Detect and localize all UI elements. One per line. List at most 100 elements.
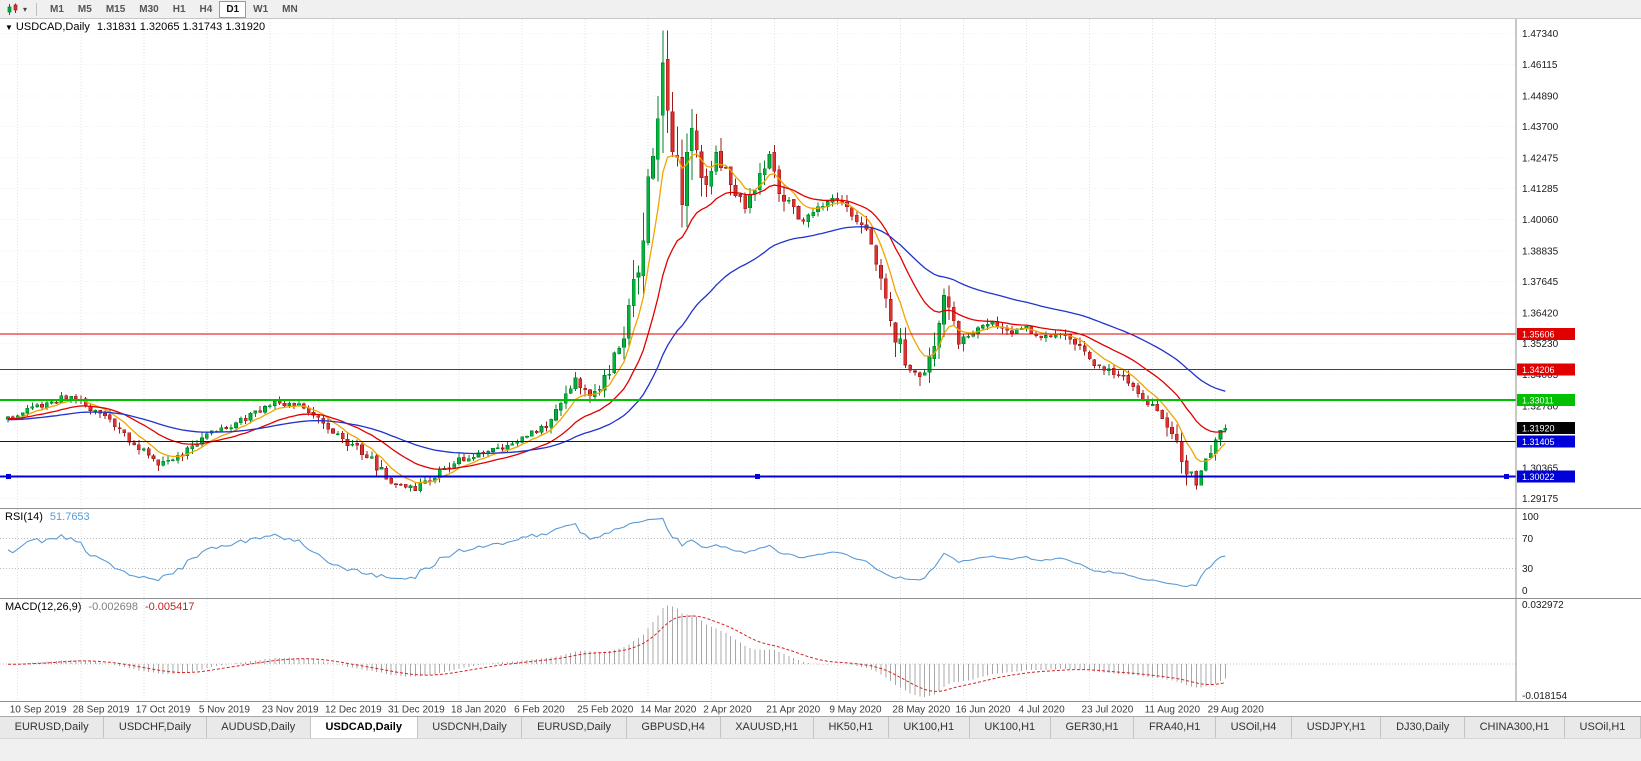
timeframe-group: M1 M5 M15 M30 H1 H4 D1 W1 MN xyxy=(43,0,305,18)
chart-tab-usdcad-daily[interactable]: USDCAD,Daily xyxy=(310,717,418,738)
time-label-7: 31 Dec 2019 xyxy=(388,705,445,716)
svg-text:-0.018154: -0.018154 xyxy=(1522,691,1567,701)
chevron-down-icon[interactable]: ▾ xyxy=(23,4,28,14)
time-label-18: 23 Jul 2020 xyxy=(1082,705,1134,716)
timeframe-h1-button[interactable]: H1 xyxy=(172,3,186,15)
current-price-badge: 1.31920 xyxy=(1517,422,1575,435)
chart-tab-eurusd-daily[interactable]: EURUSD,Daily xyxy=(522,717,627,738)
candlestick-chart-icon[interactable] xyxy=(6,3,21,16)
svg-text:0: 0 xyxy=(1522,586,1528,597)
svg-text:1.34206: 1.34206 xyxy=(1522,365,1555,375)
time-label-1: 10 Sep 2019 xyxy=(10,705,67,716)
time-label-13: 21 Apr 2020 xyxy=(766,705,820,716)
svg-text:1.35606: 1.35606 xyxy=(1522,329,1555,339)
chart-tab-china300-h1[interactable]: CHINA300,H1 xyxy=(1465,717,1565,738)
svg-text:1.46115: 1.46115 xyxy=(1522,60,1558,71)
ma-mid-line xyxy=(8,184,1226,470)
status-bar xyxy=(0,738,1641,761)
svg-text:1.47340: 1.47340 xyxy=(1522,29,1559,40)
macd-label: MACD(12,26,9) xyxy=(5,601,82,613)
rsi-panel[interactable]: RSI(14) 51.7653 100 70 30 0 xyxy=(0,508,1641,598)
timeframe-m1-button[interactable]: M1 xyxy=(50,3,64,15)
svg-text:1.41285: 1.41285 xyxy=(1522,184,1559,195)
price-line-badge-1.34206: 1.34206 xyxy=(1517,363,1575,376)
time-label-10: 25 Feb 2020 xyxy=(577,705,634,716)
time-label-19: 11 Aug 2020 xyxy=(1145,705,1201,716)
timeframe-h4-button[interactable]: H4 xyxy=(199,3,213,15)
svg-text:1.40060: 1.40060 xyxy=(1522,215,1559,226)
macd-header: MACD(12,26,9) -0.002698 -0.005417 xyxy=(5,601,195,613)
price-chart-canvas[interactable]: 1.47340 1.46115 1.44890 1.43700 1.42475 1.412… xyxy=(0,19,1641,508)
time-label-9: 6 Feb 2020 xyxy=(514,705,565,716)
rsi-header: RSI(14) 51.7653 xyxy=(5,511,90,523)
svg-text:1.31920: 1.31920 xyxy=(1522,424,1555,434)
chart-tab-dj30-daily[interactable]: DJ30,Daily xyxy=(1381,717,1465,738)
time-axis-canvas[interactable]: 10 Sep 2019 28 Sep 2019 17 Oct 2019 5 Nov 2… xyxy=(0,702,1641,716)
timeframe-mn-button[interactable]: MN xyxy=(282,3,298,15)
timeframe-d1-button[interactable]: D1 xyxy=(219,0,247,18)
time-label-11: 14 Mar 2020 xyxy=(640,705,697,716)
svg-text:1.36420: 1.36420 xyxy=(1522,308,1559,319)
price-line-badge-1.31405: 1.31405 xyxy=(1517,435,1575,448)
chart-tab-ger30-h1[interactable]: GER30,H1 xyxy=(1051,717,1135,738)
timeframe-m5-button[interactable]: M5 xyxy=(77,3,92,15)
candles-layer xyxy=(6,30,1228,493)
rsi-canvas[interactable]: 100 70 30 0 xyxy=(0,509,1641,598)
time-label-20: 29 Aug 2020 xyxy=(1208,705,1265,716)
chart-tab-eurusd-daily[interactable]: EURUSD,Daily xyxy=(0,717,105,738)
chart-title-bar: ▼ USDCAD,Daily 1.31831 1.32065 1.31743 1.3… xyxy=(5,21,265,33)
price-panel[interactable]: ▼ USDCAD,Daily 1.31831 1.32065 1.31743 1.3… xyxy=(0,19,1641,508)
price-line-badge-1.30022: 1.30022 xyxy=(1517,470,1575,483)
chart-tab-xauusd-h1[interactable]: XAUUSD,H1 xyxy=(721,717,814,738)
svg-text:30: 30 xyxy=(1522,564,1534,575)
grid-layer xyxy=(0,19,1516,508)
chart-tab-hk50-h1[interactable]: HK50,H1 xyxy=(814,717,889,738)
svg-text:1.34005: 1.34005 xyxy=(1522,370,1559,381)
price-line-badge-1.33011: 1.33011 xyxy=(1517,394,1575,407)
macd-panel[interactable]: MACD(12,26,9) -0.002698 -0.005417 0.032972… xyxy=(0,598,1641,701)
time-label-14: 9 May 2020 xyxy=(829,705,882,716)
ma-slow-line xyxy=(7,226,1226,455)
time-label-15: 28 May 2020 xyxy=(892,705,950,716)
svg-text:1.29175: 1.29175 xyxy=(1522,494,1559,505)
svg-text:0.032972: 0.032972 xyxy=(1522,600,1564,611)
macd-canvas[interactable]: 0.032972 -0.018154 xyxy=(0,599,1641,701)
time-label-6: 12 Dec 2019 xyxy=(325,705,382,716)
price-line-badge-1.35606: 1.35606 xyxy=(1517,327,1575,340)
macd-grid-layer xyxy=(0,599,1516,701)
time-label-5: 23 Nov 2019 xyxy=(262,705,319,716)
svg-text:1.31405: 1.31405 xyxy=(1522,437,1555,447)
timeframe-w1-button[interactable]: W1 xyxy=(253,3,269,15)
macd-value-main: -0.002698 xyxy=(88,601,138,613)
top-toolbar: ▾ M1 M5 M15 M30 H1 H4 D1 W1 MN xyxy=(0,0,1641,19)
chart-window: ▼ USDCAD,Daily 1.31831 1.32065 1.31743 1.3… xyxy=(0,19,1641,716)
chart-ohlc-values: 1.31831 1.32065 1.31743 1.31920 xyxy=(96,21,266,33)
time-label-2: 28 Sep 2019 xyxy=(73,705,130,716)
chart-tab-uk100-h1[interactable]: UK100,H1 xyxy=(970,717,1051,738)
chart-tab-usoil-h4[interactable]: USOil,H4 xyxy=(1216,717,1293,738)
timeframe-m30-button[interactable]: M30 xyxy=(139,3,159,15)
chart-tab-gbpusd-h4[interactable]: GBPUSD,H4 xyxy=(627,717,721,738)
time-labels: 10 Sep 2019 28 Sep 2019 17 Oct 2019 5 Nov 2… xyxy=(10,705,1265,716)
macd-value-signal: -0.005417 xyxy=(144,601,195,613)
timeframe-m15-button[interactable]: M15 xyxy=(105,3,126,15)
chart-tab-audusd-daily[interactable]: AUDUSD,Daily xyxy=(207,717,311,738)
chart-tab-usoil-h1[interactable]: USOil,H1 xyxy=(1565,717,1641,738)
rsi-line xyxy=(7,517,1226,588)
time-label-17: 4 Jul 2020 xyxy=(1019,705,1066,716)
time-label-8: 18 Jan 2020 xyxy=(451,705,506,716)
time-label-16: 16 Jun 2020 xyxy=(955,705,1010,716)
chart-tab-fra40-h1[interactable]: FRA40,H1 xyxy=(1134,717,1216,738)
horizontal-lines-layer xyxy=(0,333,1516,480)
rsi-grid-layer xyxy=(0,509,1516,598)
chart-tab-usdcnh-daily[interactable]: USDCNH,Daily xyxy=(418,717,523,738)
toolbar-separator xyxy=(36,2,38,16)
chart-tab-uk100-h1[interactable]: UK100,H1 xyxy=(889,717,970,738)
svg-text:1.43700: 1.43700 xyxy=(1522,122,1559,133)
time-label-4: 5 Nov 2019 xyxy=(199,705,251,716)
chart-tab-usdjpy-h1[interactable]: USDJPY,H1 xyxy=(1292,717,1382,738)
chart-tab-usdchf-daily[interactable]: USDCHF,Daily xyxy=(104,717,207,738)
chart-tab-bar: EURUSD,Daily USDCHF,Daily AUDUSD,Daily USDC… xyxy=(0,716,1641,738)
macd-histogram-layer xyxy=(7,605,1226,697)
symbol-dropdown-icon[interactable]: ▼ xyxy=(5,23,13,32)
